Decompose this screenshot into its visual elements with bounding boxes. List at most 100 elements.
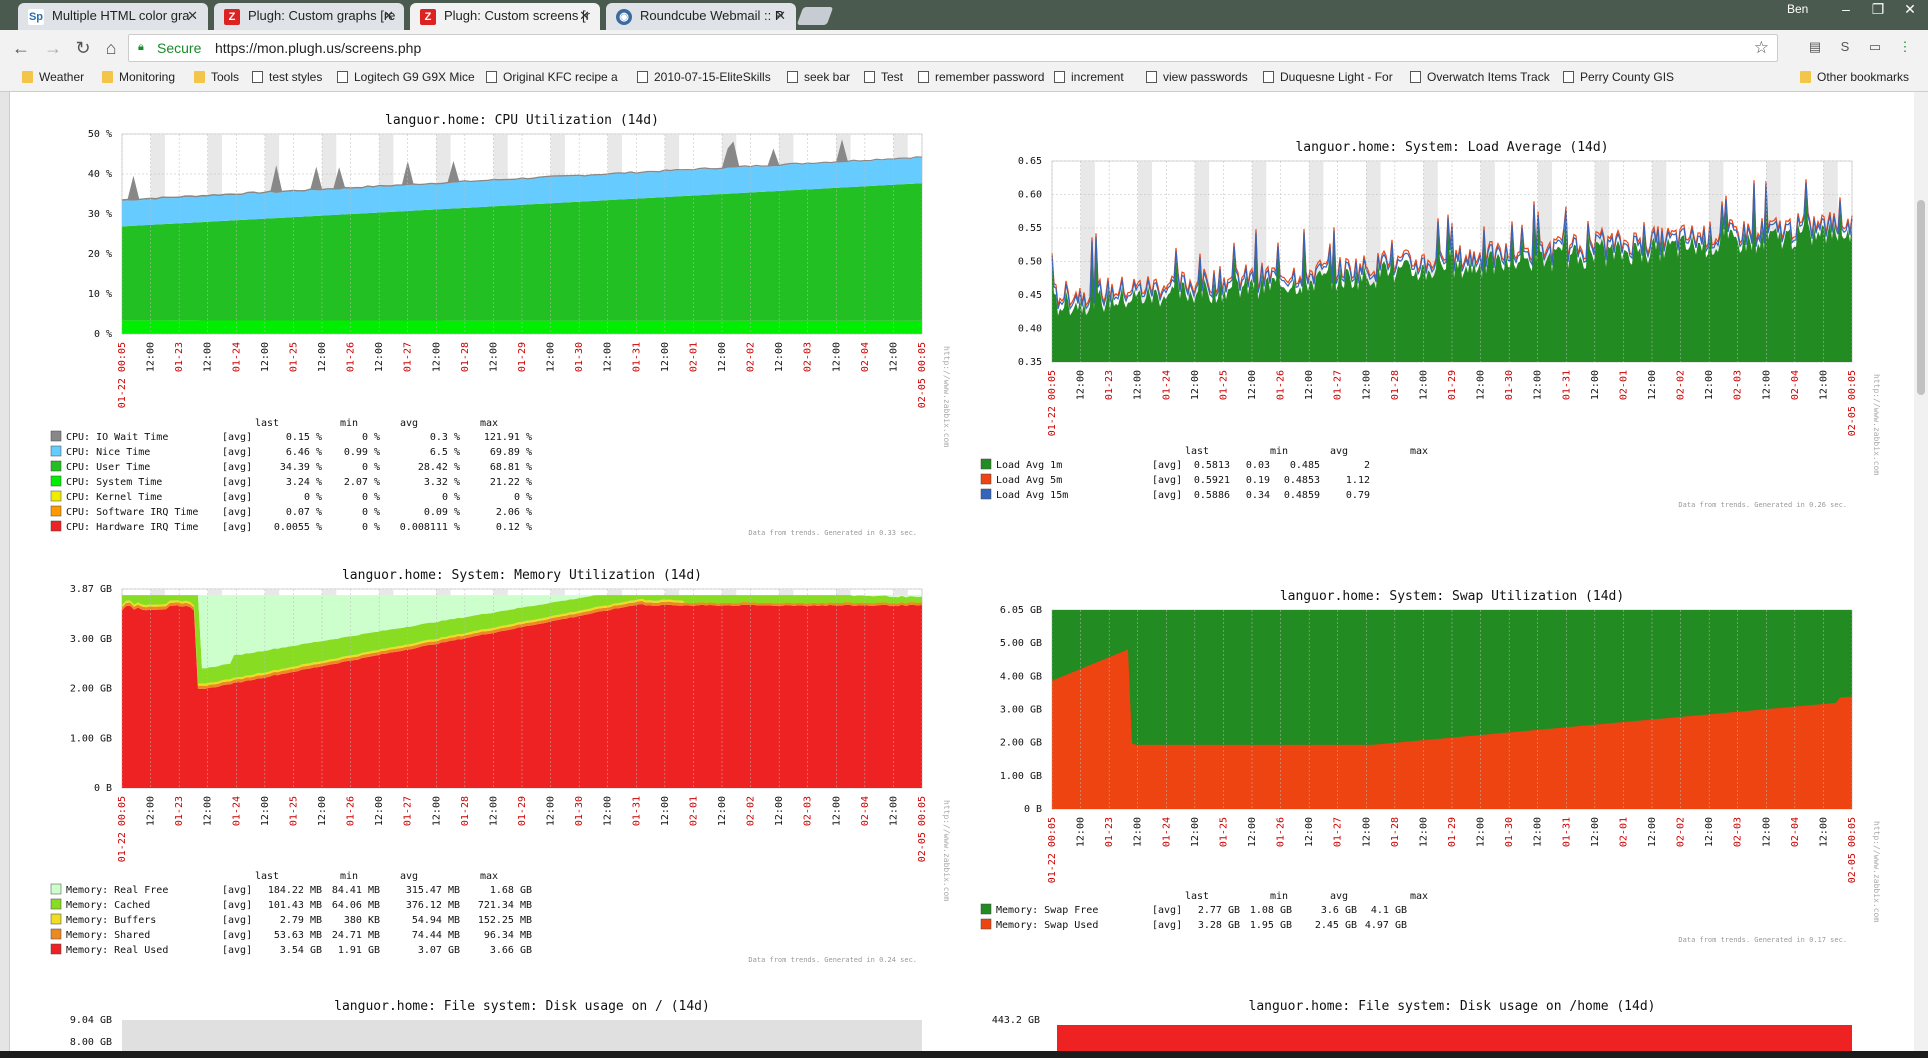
legend-value: 1.08 GB [1250,905,1292,916]
x-tick-label: 01-28 [460,342,471,372]
legend-value: 96.34 MB [484,930,532,941]
legend-column-header: max [1410,891,1428,902]
x-tick-label: 01-23 [1104,817,1115,847]
x-tick-label: 12:00 [146,342,157,372]
menu-icon[interactable]: ⋮ [1898,39,1912,54]
legend-value: 0.3 % [430,432,460,443]
legend-swatch [50,883,62,895]
x-tick-label: 01-31 [631,342,642,372]
close-icon[interactable]: ✕ [775,8,786,23]
legend-value: 0 % [362,507,380,518]
plot-area [122,1020,922,1051]
legend-value: 121.91 % [484,432,532,443]
reload-button[interactable]: ↻ [75,38,91,58]
x-tick-label: 01-27 [403,342,414,372]
legend-value: 3.28 GB [1198,920,1240,931]
legend-value: 6.46 % [286,447,322,458]
x-tick-label: 12:00 [717,796,728,826]
y-tick-label: 3.00 GB [70,634,112,645]
forward-button[interactable]: → [44,38,62,58]
extension-icon[interactable]: ▤ [1808,39,1822,54]
x-tick-label: 12:00 [260,796,271,826]
y-tick-label: 0 B [94,783,112,794]
y-tick-label: 3.87 GB [70,584,112,595]
legend-column-header: max [480,871,498,882]
close-icon[interactable]: ✕ [579,8,590,23]
page-icon [486,71,497,83]
bookmark-item[interactable]: Test [864,70,903,84]
page-icon [637,71,648,83]
x-tick-label: 12:00 [1418,370,1429,400]
bookmark-star-icon[interactable]: ☆ [1753,38,1769,57]
x-tick-label: 12:00 [488,342,499,372]
x-tick-label: 01-31 [1561,817,1572,847]
legend-value: 64.06 MB [332,900,380,911]
other-bookmarks[interactable]: Other bookmarks [1800,70,1909,84]
folder-icon [22,71,33,83]
bookmark-item[interactable]: Duquesne Light - For [1263,70,1393,84]
tab-2[interactable]: Z Plugh: Custom screens [r ✕ [410,3,600,30]
x-tick-label: 12:00 [660,796,671,826]
bookmark-item[interactable]: Original KFC recipe a [486,70,618,84]
extension-icon[interactable]: S [1840,39,1850,54]
x-tick-label: 12:00 [1590,817,1601,847]
x-tick-label: 01-29 [1447,370,1458,400]
back-button[interactable]: ← [12,38,30,58]
x-tick-label: 12:00 [1590,370,1601,400]
bookmark-item[interactable]: seek bar [787,70,850,84]
address-bar[interactable]: 🔒︎ Secure https://mon.plugh.us/screens.p… [128,34,1778,62]
scrollbar[interactable] [1914,92,1928,1051]
tab-3[interactable]: ◉ Roundcube Webmail :: P ✕ [606,3,796,30]
minimize-button[interactable]: – [1842,1,1850,17]
bookmark-item[interactable]: Tools [194,70,239,84]
scrollbar-thumb[interactable] [1917,200,1925,395]
url-text[interactable]: https://mon.plugh.us/screens.php [215,40,422,56]
maximize-button[interactable]: ❐ [1871,1,1885,17]
bookmark-item[interactable]: Logitech G9 G9X Mice [337,70,475,84]
cast-icon[interactable]: ▭ [1868,39,1882,54]
x-tick-label: 02-01 [1618,370,1629,400]
new-tab-button[interactable] [796,7,834,25]
x-tick-label: 12:00 [1133,817,1144,847]
bookmark-item[interactable]: remember password [918,70,1044,84]
legend-value: 74.44 MB [412,930,460,941]
x-tick-label: 12:00 [774,342,785,372]
legend-value: 28.42 % [418,462,460,473]
legend-column-header: min [1270,891,1288,902]
legend-value: 6.5 % [430,447,460,458]
bookmark-item[interactable]: 2010-07-15-EliteSkills [637,70,771,84]
legend-series-name: Memory: Real Used [66,945,168,956]
window-close-button[interactable]: ✕ [1904,1,1916,17]
y-tick-label: 443.2 GB [992,1015,1040,1026]
close-icon[interactable]: ✕ [383,8,394,23]
bookmark-item[interactable]: Weather [22,70,84,84]
x-tick-label: 02-02 [746,342,757,372]
tab-1[interactable]: Z Plugh: Custom graphs [re ✕ [214,3,404,30]
legend-value: 3.24 % [286,477,322,488]
legend-series-name: Memory: Real Free [66,885,168,896]
legend-value: 2.79 MB [280,915,322,926]
page-icon [918,71,929,83]
bookmark-item[interactable]: Monitoring [102,70,175,84]
plot-area [1057,1025,1852,1051]
bookmark-item[interactable]: Perry County GIS [1563,70,1674,84]
page-icon [787,71,798,83]
zabbix-z-icon: Z [224,9,240,25]
bookmark-item[interactable]: view passwords [1146,70,1248,84]
bookmark-item[interactable]: increment [1054,70,1124,84]
legend-value: 84.41 MB [332,885,380,896]
x-tick-label: 02-03 [1733,370,1744,400]
page-icon [337,71,348,83]
profile-button[interactable]: Ben [1787,2,1835,20]
x-tick-label: 12:00 [1076,370,1087,400]
y-tick-label: 30 % [88,209,112,220]
x-tick-label: 02-01 [688,342,699,372]
legend-value: 1.12 [1346,475,1370,486]
close-icon[interactable]: ✕ [187,8,198,23]
tab-0[interactable]: Sp Multiple HTML color gra ✕ [18,3,208,30]
bookmark-item[interactable]: test styles [252,70,322,84]
legend-value: 315.47 MB [406,885,460,896]
x-tick-label: 02-01 [1618,817,1629,847]
bookmark-item[interactable]: Overwatch Items Track [1410,70,1550,84]
home-button[interactable]: ⌂ [105,38,117,58]
